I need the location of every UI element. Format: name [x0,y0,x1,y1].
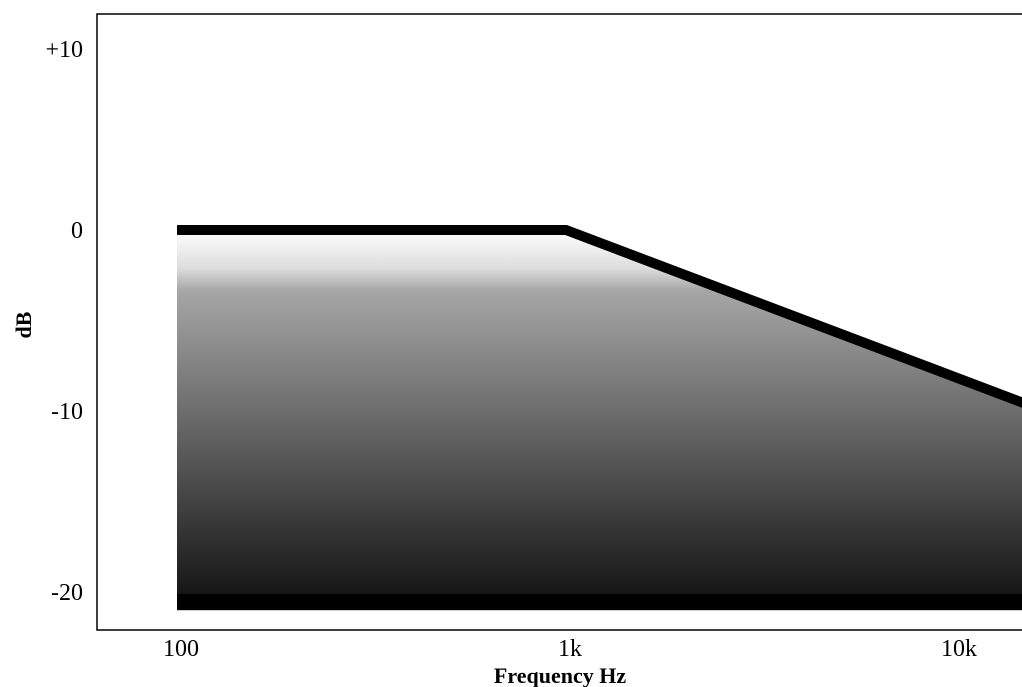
x-tick-label: 1k [558,636,582,662]
baseline-band [177,593,1022,611]
y-tick-label: 0 [71,218,83,244]
y-tick-label: +10 [45,37,83,63]
y-tick-label: -10 [51,399,83,425]
y-tick-label: -20 [51,580,83,606]
y-axis-title: dB [11,311,36,338]
x-tick-label: 100 [163,636,199,662]
x-tick-label: 10k [941,636,977,662]
y-tick-labels: +10 0 -10 -20 [45,37,83,606]
x-axis-title: Frequency Hz [494,663,626,687]
series-line [177,225,1022,408]
x-tick-labels: 100 1k 10k [163,636,977,662]
